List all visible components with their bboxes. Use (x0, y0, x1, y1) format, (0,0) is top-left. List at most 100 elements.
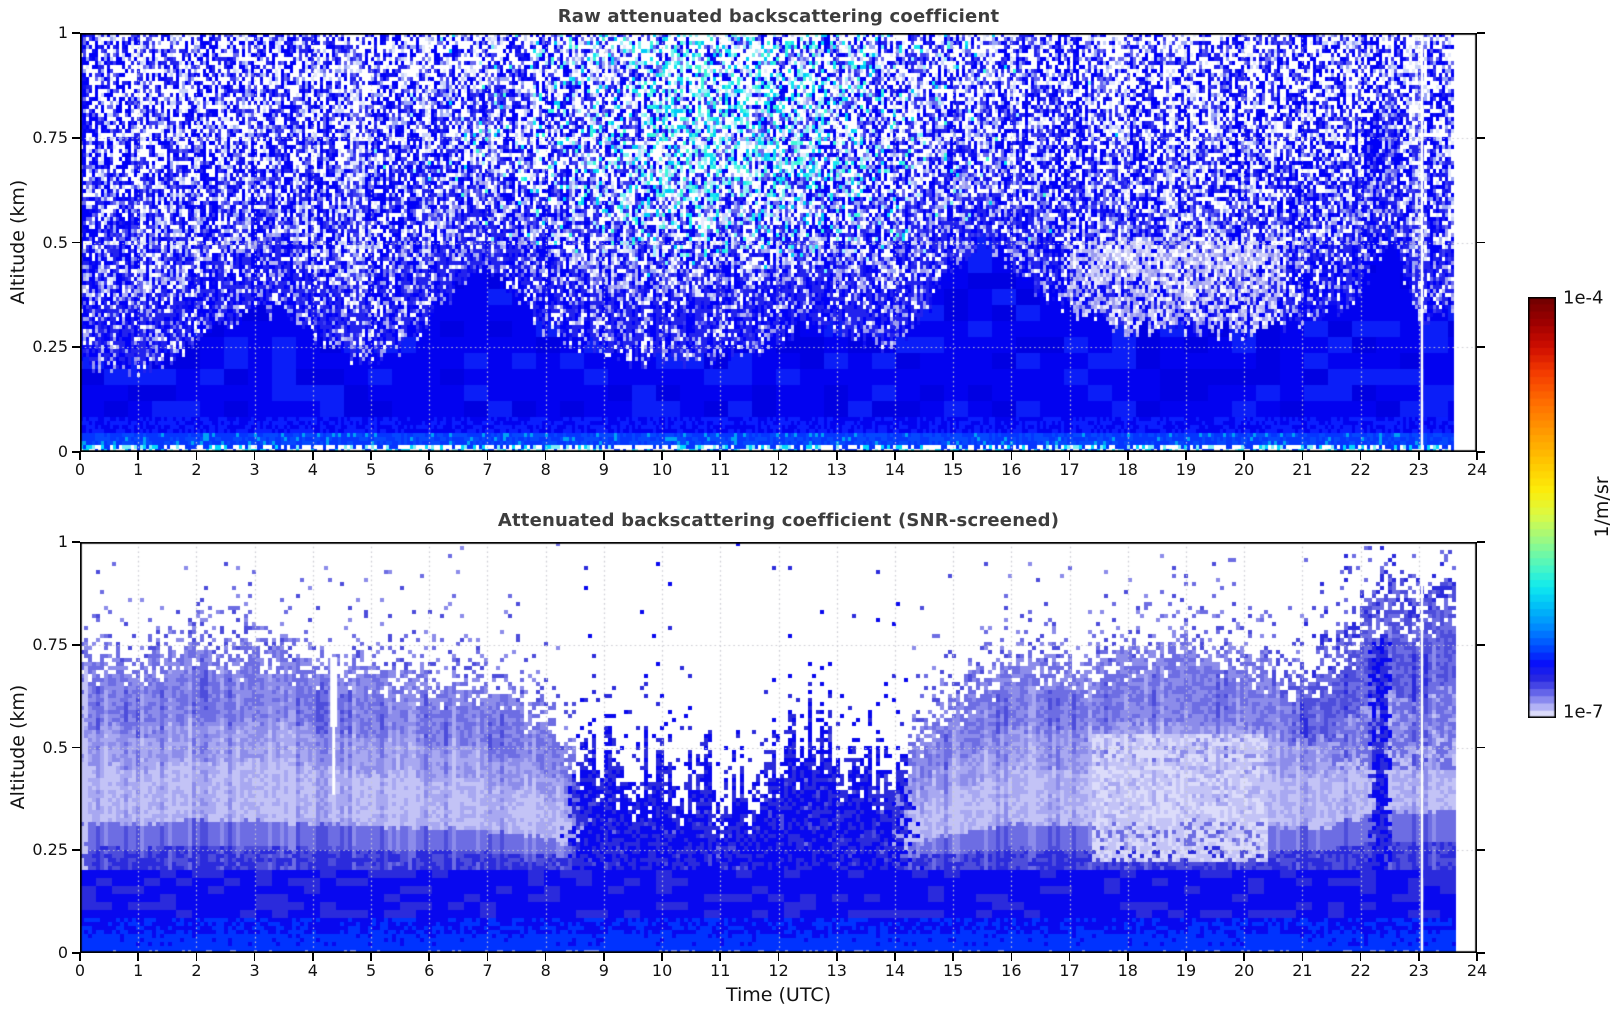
x-tick (835, 452, 838, 460)
x-tick-label: 15 (942, 961, 964, 980)
y-tick-label: 1 (57, 23, 68, 43)
x-tick (195, 452, 198, 460)
x-tick-label: 9 (598, 961, 609, 980)
x-tick (1126, 452, 1129, 460)
x-tick (1301, 953, 1304, 961)
x-tick-label: 24 (1466, 961, 1488, 980)
y-tick-label: 0.5 (42, 737, 68, 757)
y-tick (72, 746, 80, 749)
x-tick (253, 953, 256, 961)
x-tick (1417, 953, 1420, 961)
x-tick (1243, 452, 1245, 460)
x-tick (312, 452, 314, 460)
x-tick (1476, 452, 1478, 460)
y-tick-label: 0.75 (32, 634, 68, 654)
y-tick-right (1477, 32, 1485, 34)
x-tick (486, 452, 489, 460)
x-tick (835, 953, 838, 961)
y-tick (72, 241, 80, 244)
x-tick (137, 953, 139, 961)
x-tick (544, 953, 547, 961)
y-tick (72, 643, 80, 646)
x-tick-label: 17 (1059, 460, 1080, 479)
x-tick (1068, 452, 1071, 460)
x-tick (312, 953, 314, 961)
x-tick (603, 953, 605, 961)
x-tick-label: 1 (133, 961, 144, 980)
x-tick-label: 4 (307, 961, 318, 980)
time-axis-label: Time (UTC) (725, 984, 832, 1006)
y-tick-label: 0.25 (32, 337, 68, 357)
y-tick-right (1477, 136, 1485, 139)
y-tick-label: 0 (57, 943, 68, 963)
x-tick-label: 8 (540, 460, 551, 479)
x-tick-label: 21 (1292, 961, 1313, 980)
x-tick-label: 7 (482, 961, 493, 980)
x-tick (1010, 953, 1013, 961)
y-tick-label: 0 (57, 442, 68, 462)
x-tick-label: 20 (1233, 961, 1255, 980)
y-tick (72, 952, 80, 954)
x-tick (370, 452, 372, 460)
x-tick (952, 953, 954, 961)
colorbar-min-label: 1e-7 (1563, 701, 1604, 723)
x-tick-label: 5 (365, 961, 377, 980)
x-tick (1126, 953, 1129, 961)
x-tick-label: 10 (651, 460, 673, 479)
x-tick (79, 953, 81, 961)
x-tick (777, 452, 780, 460)
screened-heatmap-canvas (80, 542, 1477, 953)
x-tick-label: 14 (884, 961, 906, 980)
x-tick (1243, 953, 1245, 961)
y-tick-right (1477, 241, 1485, 244)
x-tick-label: 8 (540, 961, 551, 980)
x-tick-label: 0 (74, 460, 86, 479)
y-tick-right (1477, 643, 1485, 646)
x-tick-label: 22 (1350, 961, 1371, 980)
raw-plot-title: Raw attenuated backscattering coefficien… (557, 6, 1000, 27)
x-tick (253, 452, 256, 460)
x-tick-label: 3 (249, 961, 260, 980)
y-tick-label: 0.25 (32, 840, 68, 860)
x-tick-label: 12 (768, 460, 789, 479)
x-tick (1359, 452, 1362, 460)
x-tick-label: 0 (74, 961, 86, 980)
x-tick-label: 14 (884, 460, 906, 479)
x-tick-label: 6 (424, 460, 435, 479)
x-tick-label: 19 (1175, 460, 1197, 479)
x-tick-label: 13 (826, 460, 847, 479)
y-tick (72, 136, 80, 139)
x-tick (544, 452, 547, 460)
x-tick (370, 953, 372, 961)
x-tick-label: 21 (1292, 460, 1313, 479)
x-tick (1010, 452, 1013, 460)
x-tick (79, 452, 81, 460)
colorbar-canvas (1528, 297, 1556, 718)
y-tick-right (1477, 346, 1485, 349)
x-tick (1359, 953, 1362, 961)
x-tick (719, 953, 722, 961)
x-tick-label: 6 (424, 961, 435, 980)
y-tick-label: 0.75 (32, 127, 68, 147)
x-tick-label: 20 (1233, 460, 1255, 479)
x-tick-label: 18 (1117, 961, 1138, 980)
y-tick-right (1477, 952, 1485, 954)
y-tick-label: 1 (57, 532, 68, 552)
x-tick (661, 953, 663, 961)
x-tick-label: 3 (249, 460, 260, 479)
x-tick-label: 1 (133, 460, 144, 479)
y-tick (72, 451, 80, 453)
x-tick (894, 452, 896, 460)
y-tick-right (1477, 849, 1485, 852)
x-tick (428, 953, 431, 961)
colorbar-max-label: 1e-4 (1563, 287, 1604, 309)
x-tick-label: 15 (942, 460, 964, 479)
x-tick-label: 13 (826, 961, 847, 980)
x-tick (603, 452, 605, 460)
x-tick-label: 23 (1408, 961, 1429, 980)
x-tick-label: 11 (710, 460, 731, 479)
y-tick (72, 346, 80, 349)
x-tick (195, 953, 198, 961)
